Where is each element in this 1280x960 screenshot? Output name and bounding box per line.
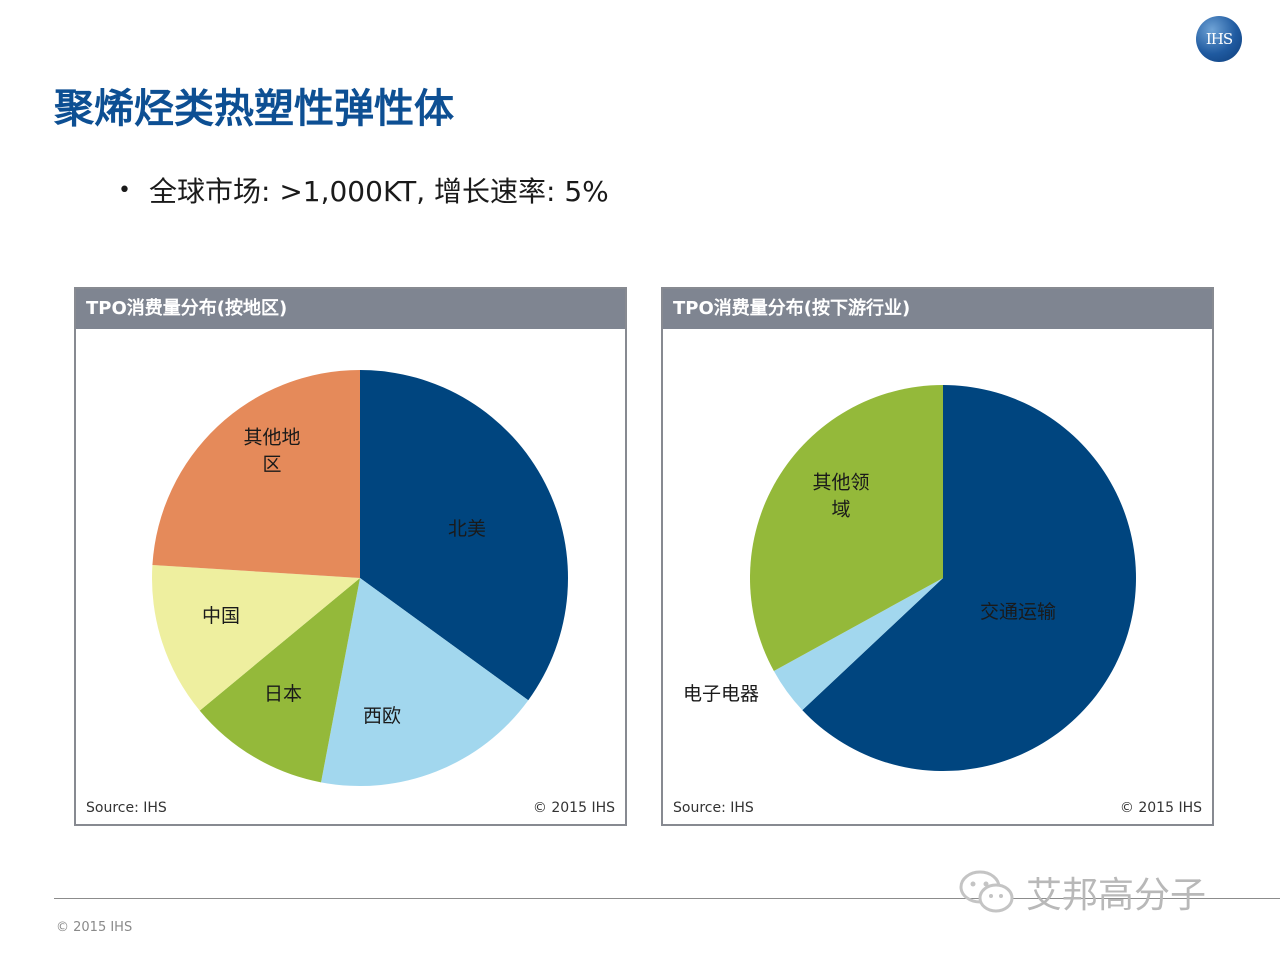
slice-label: 北美 [448,518,486,540]
chart-copyright: © 2015 IHS [532,800,615,816]
pie-slice [802,385,1136,771]
bullet-point: • 全球市场: >1,000KT, 增长速率: 5% [118,170,609,210]
slice-label-line: 电子电器 [683,683,759,705]
slice-label-line: 其他领 [812,472,869,494]
chart-title: TPO消费量分布(按下游行业) [663,289,1212,329]
wechat-icon [959,870,1014,913]
pie-slice [199,578,360,783]
footer-divider [54,898,1280,899]
pie-slice [151,564,360,711]
footer-copyright: © 2015 IHS [56,920,133,935]
slice-label: 电子电器 [683,683,759,705]
page-title: 聚烯烃类热塑性弹性体 [54,86,454,132]
watermark-text: 艾邦高分子 [1026,875,1207,916]
slice-label-line: 域 [831,499,850,521]
slice-label-line: 交通运输 [980,601,1056,623]
chart-copyright: © 2015 IHS [1119,800,1202,816]
pie-slice [360,370,569,701]
pie-slice [773,578,943,711]
bullet-dot-icon: • [118,177,131,203]
slice-label-line: 北美 [448,518,486,540]
slice-label: 其他地区 [243,427,300,476]
ihs-logo: IHS [1196,16,1242,62]
watermark: 艾邦高分子 [958,866,1206,918]
chart-title: TPO消费量分布(按地区) [76,289,625,329]
slice-label-line: 日本 [264,683,302,705]
pie-slice [152,370,360,578]
slice-label-line: 区 [262,454,281,476]
slice-label-line: 其他地 [243,427,300,449]
slice-label: 日本 [264,683,302,705]
chart-panel-industry: TPO消费量分布(按下游行业) 交通运输电子电器 其他领域 Source: IHS… [661,287,1214,826]
chart-panel-region: TPO消费量分布(按地区) 北美西欧 日本 中国 其他地区 Source: IHS ©… [74,287,627,826]
pie-slice [321,578,529,787]
chart-source: Source: IHS [86,800,167,816]
bullet-text: 全球市场: >1,000KT, 增长速率: 5% [148,175,609,208]
slice-label-line: 中国 [202,605,240,627]
slice-label: 西欧 [363,705,401,727]
chart-source: Source: IHS [673,800,754,816]
slice-label: 交通运输 [980,601,1056,623]
pie-slice [749,385,943,671]
slice-label: 其他领域 [812,472,869,521]
slice-label: 中国 [202,605,240,627]
slice-label-line: 西欧 [363,705,401,727]
